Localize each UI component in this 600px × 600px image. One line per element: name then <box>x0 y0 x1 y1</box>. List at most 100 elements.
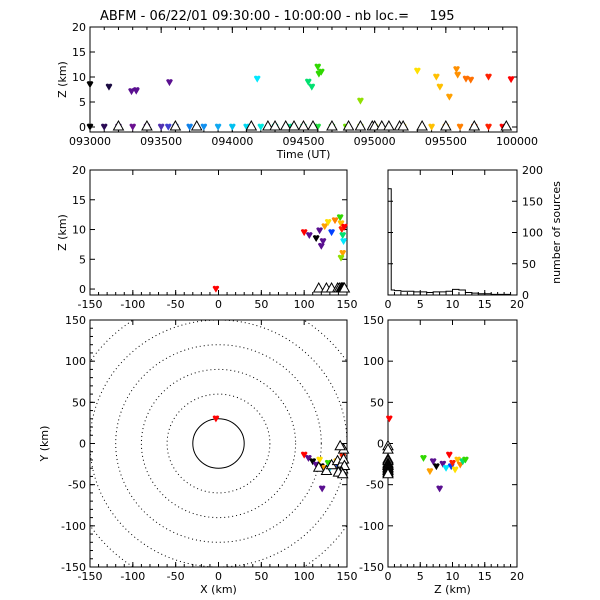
y-tick-label: 50 <box>522 258 536 271</box>
y-tick-label: 10 <box>72 224 86 237</box>
source-point <box>317 242 325 250</box>
y-tick-label: 100 <box>65 355 86 368</box>
x-axis-label: X (km) <box>200 583 237 596</box>
source-point <box>186 123 193 131</box>
x-tick-label: 20 <box>510 570 524 583</box>
y-tick-label: -100 <box>359 520 384 533</box>
station-triangle <box>190 119 203 131</box>
station-triangle <box>262 119 274 131</box>
source-point <box>451 466 459 474</box>
y-tick-label: 200 <box>522 164 543 177</box>
station-triangle <box>500 119 513 131</box>
source-point <box>132 87 140 95</box>
source-point <box>212 285 220 293</box>
figure-title: ABFM - 06/22/01 09:30:00 - 10:00:00 - nb… <box>100 9 455 24</box>
source-point <box>305 232 313 240</box>
station-triangle <box>368 119 381 131</box>
station-triangle <box>383 119 395 131</box>
source-point <box>308 83 316 91</box>
source-point <box>339 232 347 240</box>
source-point <box>442 464 450 472</box>
source-point <box>312 235 320 243</box>
x-tick-label: 15 <box>478 570 492 583</box>
x-tick-label: -100 <box>120 570 145 583</box>
source-point <box>420 454 427 462</box>
x-tick-label: 50 <box>254 570 268 583</box>
x-tick-label: 10 <box>446 298 460 311</box>
y-tick-label: 20 <box>72 164 86 177</box>
y-axis-label: Y (km) <box>38 426 51 463</box>
station-triangle <box>312 282 325 293</box>
source-point <box>446 93 453 101</box>
y-tick-label: 20 <box>72 21 86 34</box>
y-tick-label: 0 <box>522 289 529 302</box>
y-tick-label: 50 <box>370 396 384 409</box>
station-triangle <box>416 119 428 131</box>
x-tick-label: 093000 <box>69 135 111 148</box>
x-tick-label: 150 <box>337 570 358 583</box>
station-triangle <box>334 439 346 451</box>
source-point <box>200 123 208 131</box>
source-point <box>253 75 261 83</box>
source-point <box>100 123 108 131</box>
x-tick-label: 5 <box>417 570 424 583</box>
x-axis-label: Time (UT) <box>276 148 331 161</box>
source-point <box>105 83 113 91</box>
source-point <box>429 458 437 466</box>
source-point <box>316 227 323 235</box>
range-ring <box>192 418 245 469</box>
source-point <box>436 83 444 91</box>
y-axis-label: Z (km) <box>56 214 69 251</box>
source-point <box>300 229 308 237</box>
x-tick-label: 094500 <box>283 135 325 148</box>
y-tick-label: -100 <box>61 520 86 533</box>
x-tick-label: 0 <box>215 570 222 583</box>
source-point <box>433 463 440 471</box>
z-y-panel: 0 5 10 15 20 -150 -100 -50 0 50 100 150 Z (km) <box>359 314 524 596</box>
station-triangle <box>338 282 351 293</box>
station-triangle <box>397 119 409 131</box>
source-point <box>436 485 443 493</box>
source-point <box>336 214 344 222</box>
y-axis-label: number of sources <box>550 181 563 284</box>
source-point <box>304 78 312 86</box>
station-triangle <box>439 119 452 131</box>
x-tick-label: 15 <box>478 298 492 311</box>
source-point <box>340 238 347 246</box>
source-point <box>314 123 322 131</box>
histogram-line <box>387 188 517 296</box>
source-point <box>428 123 435 131</box>
x-tick-label: 0 <box>385 298 392 311</box>
x-axis-label: Z (km) <box>434 583 471 596</box>
y-tick-label: 50 <box>72 396 86 409</box>
source-point <box>314 63 322 71</box>
station-triangle <box>375 119 388 131</box>
x-tick-label: 50 <box>254 298 268 311</box>
station-triangle <box>342 119 355 131</box>
station-triangle <box>354 119 367 131</box>
range-ring <box>115 344 322 543</box>
y-tick-label: 15 <box>72 46 86 59</box>
x-tick-label: 093500 <box>140 135 182 148</box>
x-tick-label: 100000 <box>496 135 538 148</box>
y-axis-label: Z (km) <box>56 61 69 98</box>
source-point <box>507 76 515 84</box>
y-tick-label: -50 <box>68 479 86 492</box>
source-point <box>166 79 173 87</box>
y-tick-label: -150 <box>359 561 384 574</box>
source-point <box>319 238 327 246</box>
source-point <box>485 73 492 81</box>
source-point <box>433 73 440 81</box>
range-ring <box>90 320 347 567</box>
source-point <box>439 460 447 468</box>
x-height-panel: -150 -100 -50 0 50 100 150 0 5 10 15 20 Z (km) <box>56 164 358 311</box>
y-tick-label: 0 <box>79 438 86 451</box>
x-tick-label: -50 <box>167 298 185 311</box>
y-tick-label: 100 <box>522 227 543 240</box>
range-ring <box>166 393 271 494</box>
station-triangle <box>112 119 125 131</box>
y-tick-label: 5 <box>79 253 86 266</box>
source-point <box>229 123 236 131</box>
